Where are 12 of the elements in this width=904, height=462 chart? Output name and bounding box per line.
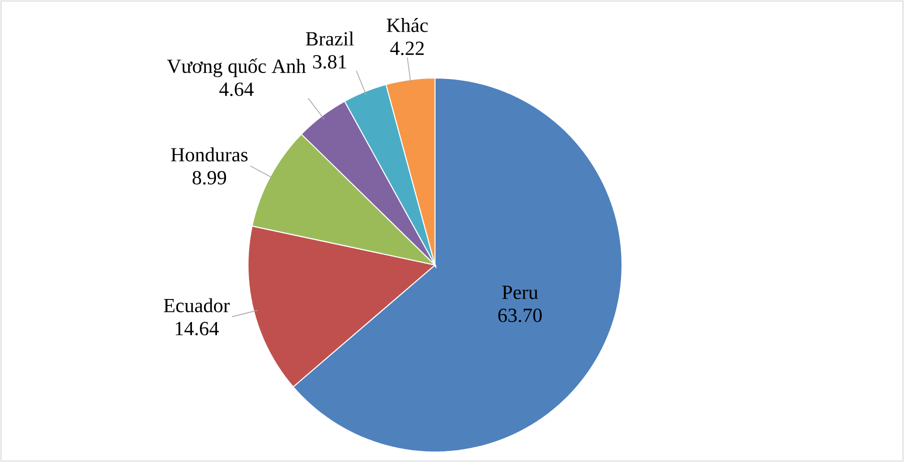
- data-label: 4.22: [390, 42, 424, 56]
- data-label: 14.64: [176, 322, 219, 336]
- data-label: 4.64: [219, 82, 254, 96]
- slice-label: Ecuador: [164, 298, 230, 312]
- data-label: 63.70: [498, 308, 542, 322]
- slice-label: Brazil: [306, 32, 354, 46]
- slice-label: Khác: [386, 18, 428, 32]
- data-label: 8.99: [192, 170, 226, 185]
- slice-label: Honduras: [171, 147, 248, 162]
- slice-label: Peru: [502, 286, 538, 300]
- slice-label: Vương quốc Anh: [167, 58, 306, 78]
- data-label: 3.81: [313, 55, 346, 69]
